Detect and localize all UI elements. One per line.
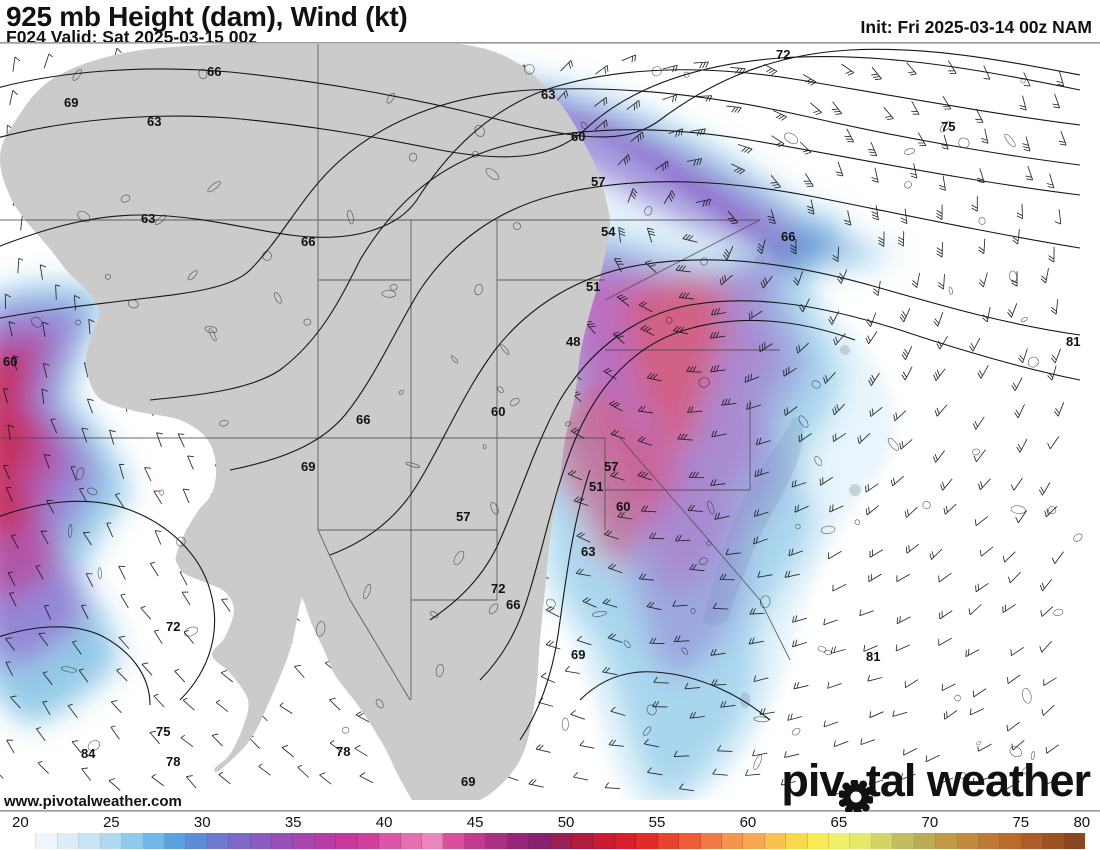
svg-text:66: 66 xyxy=(301,234,315,249)
svg-text:69: 69 xyxy=(571,647,585,662)
svg-text:48: 48 xyxy=(566,334,580,349)
svg-text:57: 57 xyxy=(456,509,470,524)
svg-text:66: 66 xyxy=(356,412,370,427)
svg-text:60: 60 xyxy=(3,354,17,369)
svg-text:63: 63 xyxy=(141,211,155,226)
svg-text:63: 63 xyxy=(147,114,161,129)
svg-text:81: 81 xyxy=(1066,334,1080,349)
svg-text:60: 60 xyxy=(491,404,505,419)
svg-text:66: 66 xyxy=(781,229,795,244)
svg-text:69: 69 xyxy=(64,95,78,110)
svg-text:72: 72 xyxy=(166,619,180,634)
svg-text:78: 78 xyxy=(336,744,350,759)
svg-text:81: 81 xyxy=(866,649,880,664)
svg-text:63: 63 xyxy=(541,87,555,102)
svg-text:51: 51 xyxy=(589,479,603,494)
svg-text:75: 75 xyxy=(941,119,955,134)
svg-text:69: 69 xyxy=(461,774,475,789)
svg-text:51: 51 xyxy=(586,279,600,294)
svg-text:60: 60 xyxy=(571,129,585,144)
svg-text:66: 66 xyxy=(207,64,221,79)
svg-text:75: 75 xyxy=(156,724,170,739)
svg-text:84: 84 xyxy=(81,746,96,761)
svg-text:72: 72 xyxy=(776,47,790,62)
svg-text:63: 63 xyxy=(581,544,595,559)
svg-text:72: 72 xyxy=(491,581,505,596)
svg-text:69: 69 xyxy=(301,459,315,474)
svg-text:66: 66 xyxy=(506,597,520,612)
svg-text:60: 60 xyxy=(616,499,630,514)
svg-text:78: 78 xyxy=(166,754,180,769)
svg-text:57: 57 xyxy=(591,174,605,189)
svg-text:54: 54 xyxy=(601,224,616,239)
svg-text:57: 57 xyxy=(604,459,618,474)
